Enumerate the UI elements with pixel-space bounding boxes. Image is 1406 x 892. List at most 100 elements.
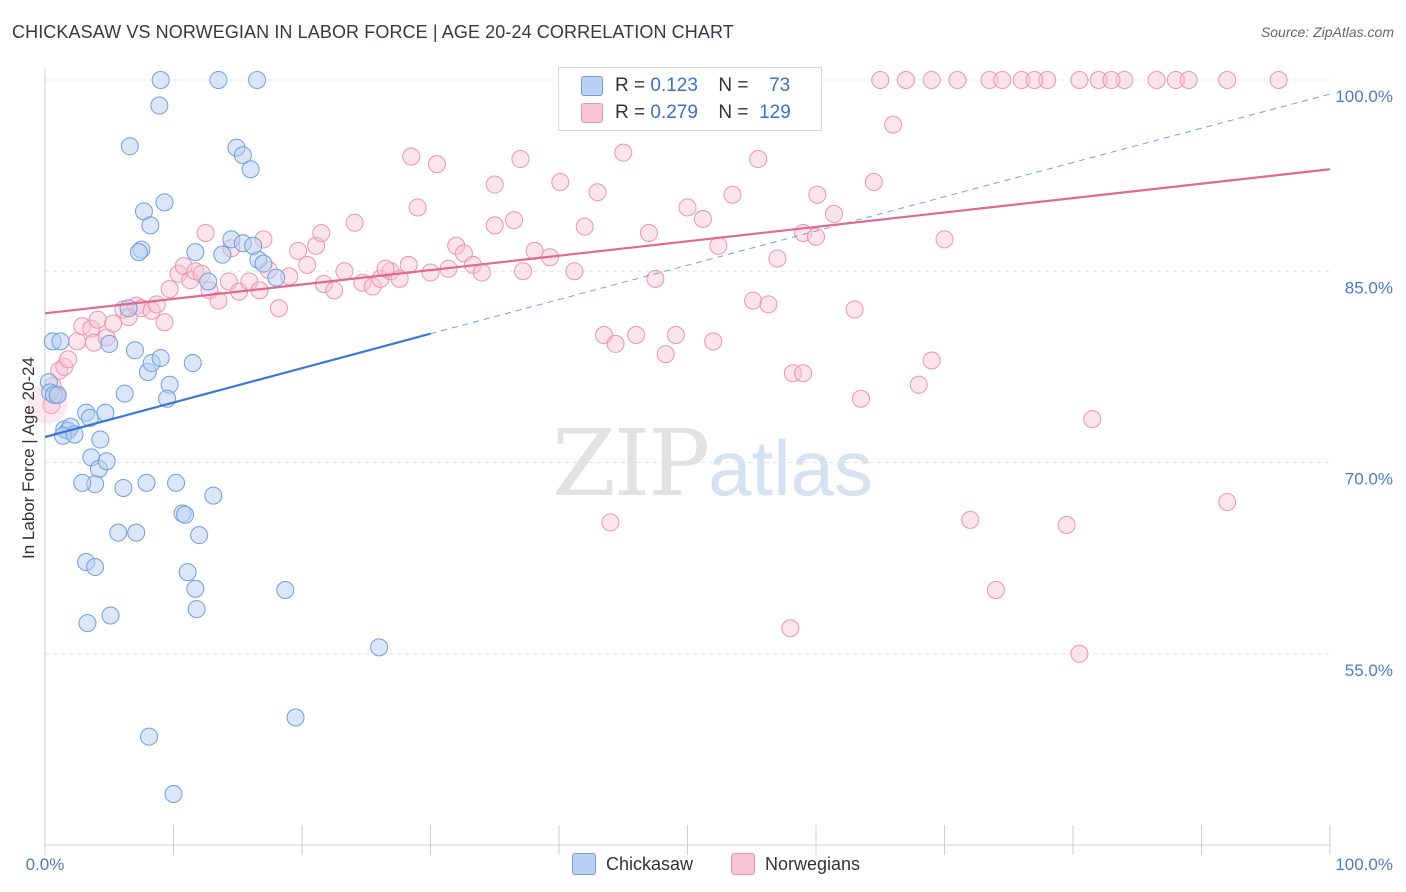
y-tick-label: 85.0% — [1345, 278, 1393, 297]
chickasaw-point — [101, 606, 120, 625]
norwegian-point — [88, 310, 107, 329]
norwegian-points — [27, 71, 1288, 663]
chickasaw-point — [129, 243, 148, 262]
correlation-legend: R = 0.123 N = 73 R = 0.279 N = 129 — [558, 67, 822, 131]
norwegian-point — [565, 262, 584, 281]
norwegian-trend-line — [44, 168, 1331, 315]
chickasaw-legend-label: Chickasaw — [606, 853, 694, 874]
norwegian-point — [656, 345, 675, 364]
chickasaw-point — [150, 96, 169, 115]
chickasaw-point — [267, 268, 286, 287]
chickasaw-point — [183, 354, 202, 373]
chickasaw-point — [73, 473, 92, 492]
norwegian-point — [345, 213, 364, 232]
norwegian-point — [1089, 71, 1108, 89]
chickasaw-point — [97, 452, 116, 471]
bottom-legend-chickasaw[interactable]: Chickasaw — [572, 852, 693, 876]
norwegian-point — [312, 224, 331, 242]
norwegian-point — [693, 209, 712, 228]
chickasaw-point — [209, 71, 228, 89]
chickasaw-point — [100, 334, 119, 353]
norwegian-point — [325, 281, 344, 300]
norwegian-point — [104, 314, 123, 333]
norwegian-point — [505, 211, 524, 230]
chickasaw-point — [125, 341, 144, 360]
norwegian-point — [1057, 515, 1076, 534]
chickasaw-point — [86, 558, 105, 577]
chickasaw-point — [176, 505, 195, 524]
chickasaw-point — [48, 385, 67, 404]
norwegian-point — [935, 230, 954, 249]
chickasaw-point — [137, 473, 156, 492]
norwegian-point — [639, 224, 658, 242]
y-axis-label: In Labor Force | Age 20-24 — [19, 357, 38, 559]
norwegian-point — [1269, 71, 1288, 89]
chickasaw-point — [51, 332, 70, 351]
norwegian-point — [551, 173, 570, 191]
legend-row-chickasaw: R = 0.123 N = 73 — [559, 73, 790, 99]
chart-title: CHICKASAW VS NORWEGIAN IN LABOR FORCE | … — [12, 22, 734, 42]
norwegian-point — [807, 227, 825, 246]
norwegian-point — [980, 71, 999, 89]
norwegian-point — [794, 364, 813, 383]
norwegian-point — [1025, 71, 1044, 89]
chickasaw-swatch — [581, 76, 603, 96]
chickasaw-point — [244, 236, 263, 255]
norwegian-point — [485, 216, 504, 235]
chickasaw-point — [141, 216, 160, 235]
chickasaw-point — [120, 137, 139, 156]
norwegian-point — [1070, 71, 1089, 89]
chickasaw-point — [370, 638, 389, 657]
chickasaw-points — [39, 71, 389, 803]
chickasaw-point — [233, 146, 252, 165]
norwegian-point — [588, 183, 607, 202]
norwegian-swatch — [581, 103, 603, 123]
watermark-atlas: atlas — [708, 424, 873, 512]
chickasaw-trend-line — [44, 332, 431, 439]
norwegian-point — [335, 262, 354, 281]
chickasaw-point — [109, 523, 128, 542]
norwegian-point — [1218, 71, 1237, 89]
norwegian-point — [896, 71, 915, 89]
norwegian-point — [781, 619, 800, 638]
norwegian-point — [68, 332, 87, 351]
norwegian-point — [666, 326, 685, 344]
chickasaw-point — [199, 272, 218, 291]
chickasaw-r-value: 0.123 — [650, 75, 698, 96]
chickasaw-point — [190, 526, 209, 545]
norwegian-point — [485, 175, 504, 194]
chickasaw-point — [186, 579, 205, 598]
y-tick-label: 100.0% — [1335, 87, 1393, 106]
chickasaw-point — [187, 600, 206, 619]
norwegian-point — [1166, 71, 1185, 89]
norwegian-point — [181, 271, 200, 290]
norwegian-point — [408, 198, 427, 217]
chickasaw-point — [114, 479, 133, 497]
norwegian-point — [768, 249, 787, 268]
chickasaw-point — [167, 473, 186, 492]
norwegian-point — [961, 510, 980, 529]
legend-r-label: R = — [615, 102, 646, 123]
norwegian-point — [627, 326, 646, 344]
chickasaw-point — [127, 523, 146, 542]
norwegian-point — [909, 375, 928, 394]
chickasaw-point — [286, 708, 305, 727]
norwegian-point — [1147, 71, 1166, 89]
norwegian-point — [1083, 410, 1102, 429]
legend-n-label: N = — [718, 75, 749, 96]
norwegian-point — [1038, 71, 1057, 89]
norwegian-point — [363, 277, 382, 296]
norwegian-point — [709, 236, 728, 255]
norwegian-point — [824, 204, 843, 223]
norwegian-point — [808, 185, 827, 204]
norwegian-point — [723, 185, 742, 204]
x-tick-labels: 0.0% 100.0% — [26, 855, 1393, 874]
chickasaw-point — [151, 348, 170, 367]
norwegian-n-value: 129 — [759, 102, 791, 123]
norwegian-point — [759, 295, 778, 314]
norwegian-point — [155, 313, 174, 332]
norwegian-point — [749, 150, 768, 169]
chickasaw-point — [91, 430, 110, 449]
bottom-legend-norwegian[interactable]: Norwegians — [731, 852, 860, 876]
grid-lines — [45, 79, 1330, 655]
